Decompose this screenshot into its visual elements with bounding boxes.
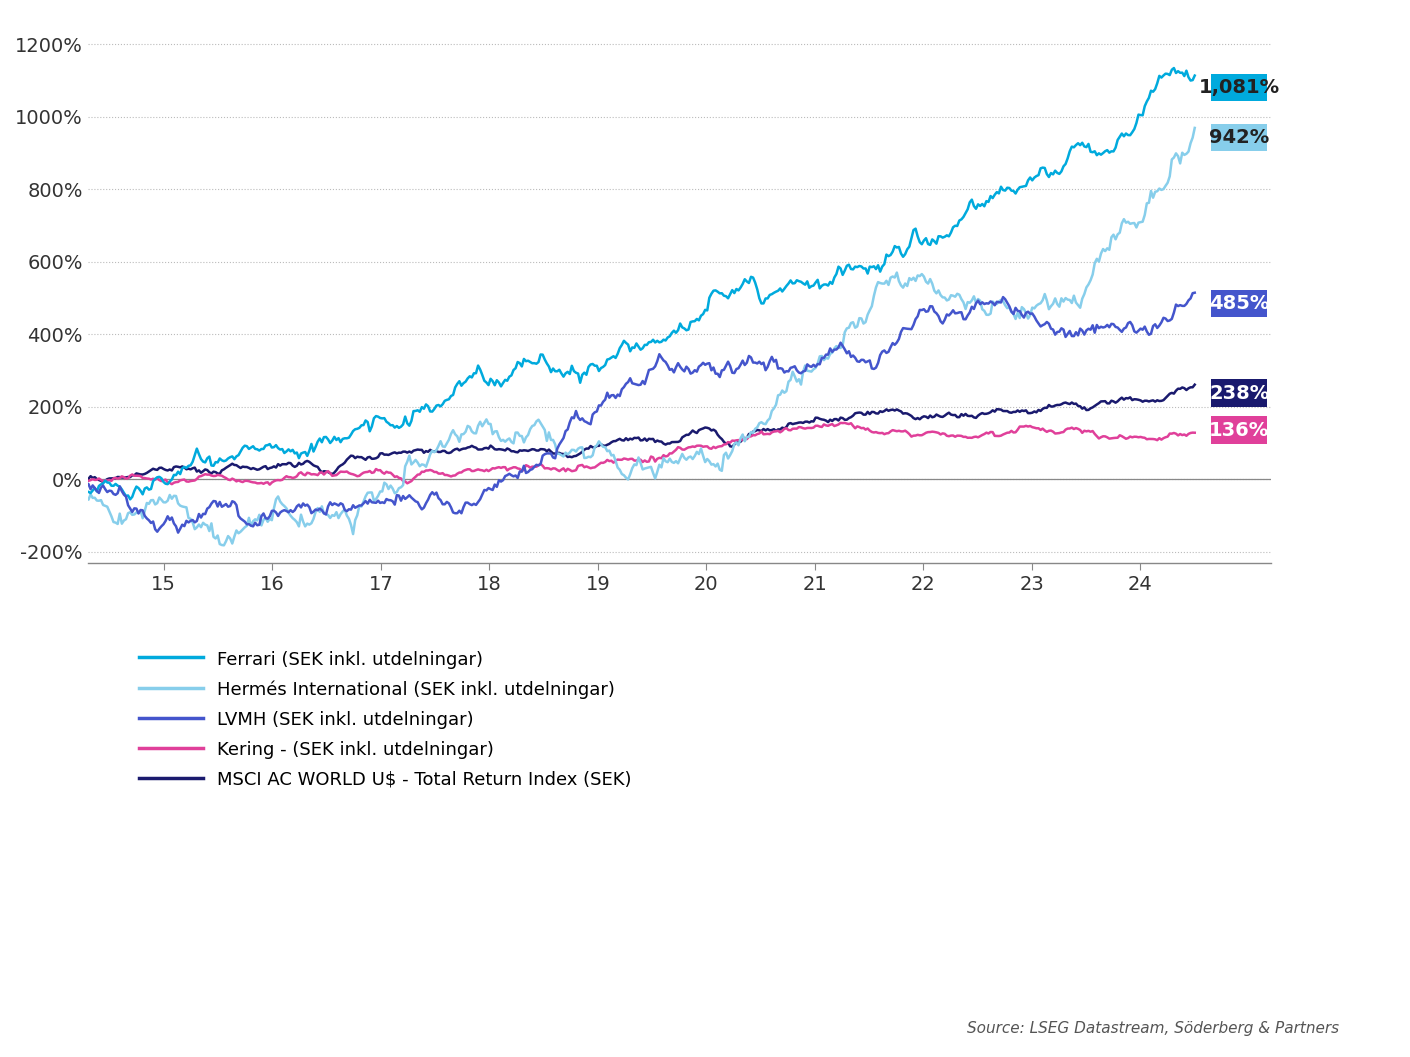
Text: 485%: 485% bbox=[1208, 294, 1269, 313]
FancyBboxPatch shape bbox=[1211, 290, 1268, 317]
Text: 1,081%: 1,081% bbox=[1198, 78, 1280, 96]
Text: Source: LSEG Datastream, Söderberg & Partners: Source: LSEG Datastream, Söderberg & Par… bbox=[967, 1021, 1340, 1036]
Legend: Ferrari (SEK inkl. utdelningar), Hermés International (SEK inkl. utdelningar), L: Ferrari (SEK inkl. utdelningar), Hermés … bbox=[133, 643, 639, 796]
FancyBboxPatch shape bbox=[1211, 124, 1268, 151]
Text: 238%: 238% bbox=[1210, 384, 1269, 403]
FancyBboxPatch shape bbox=[1211, 74, 1268, 100]
Text: 942%: 942% bbox=[1210, 128, 1269, 147]
FancyBboxPatch shape bbox=[1211, 416, 1268, 444]
Text: 136%: 136% bbox=[1210, 421, 1269, 440]
FancyBboxPatch shape bbox=[1211, 379, 1268, 407]
